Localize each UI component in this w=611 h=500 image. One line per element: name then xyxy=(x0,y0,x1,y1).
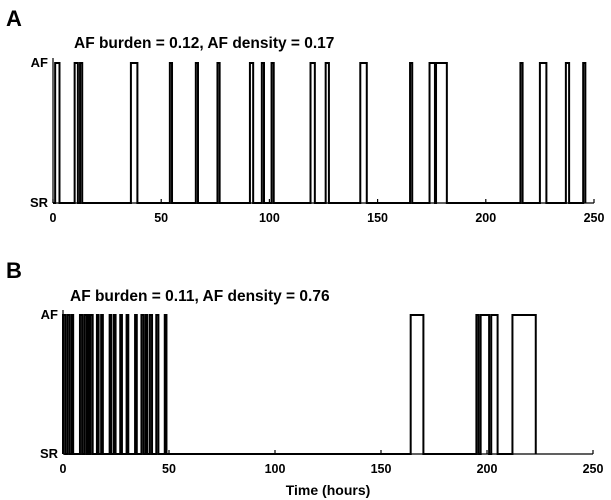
x-tick-label: 200 xyxy=(477,462,498,476)
x-tick-label: 50 xyxy=(162,462,176,476)
panel-b-letter: B xyxy=(6,258,22,283)
x-tick-label: 150 xyxy=(367,211,388,225)
x-tick-label: 150 xyxy=(371,462,392,476)
panel-b-sr-label: SR xyxy=(40,446,59,461)
x-tick-label: 250 xyxy=(583,462,604,476)
panel-a-rhythm-trace xyxy=(53,62,587,204)
panel-a-letter: A xyxy=(6,6,22,31)
panel-a-x-ticks: 0 50 100 150 200 250 xyxy=(50,199,605,225)
panel-b: B AF burden = 0.11, AF density = 0.76 AF… xyxy=(6,258,603,498)
x-tick-label: 100 xyxy=(265,462,286,476)
panel-b-x-axis-title: Time (hours) xyxy=(286,482,371,498)
panel-b-af-label: AF xyxy=(41,307,58,322)
x-tick-label: 0 xyxy=(60,462,67,476)
panel-a: A AF burden = 0.12, AF density = 0.17 AF… xyxy=(6,6,604,225)
panel-b-annotation: AF burden = 0.11, AF density = 0.76 xyxy=(70,288,330,305)
x-tick-label: 250 xyxy=(584,211,605,225)
x-tick-label: 200 xyxy=(475,211,496,225)
panel-a-annotation: AF burden = 0.12, AF density = 0.17 xyxy=(74,35,334,52)
x-tick-label: 100 xyxy=(259,211,280,225)
panel-a-sr-label: SR xyxy=(30,195,49,210)
panel-b-rhythm-trace xyxy=(62,314,537,455)
panel-a-af-label: AF xyxy=(31,55,48,70)
x-tick-label: 0 xyxy=(50,211,57,225)
x-tick-label: 50 xyxy=(154,211,168,225)
